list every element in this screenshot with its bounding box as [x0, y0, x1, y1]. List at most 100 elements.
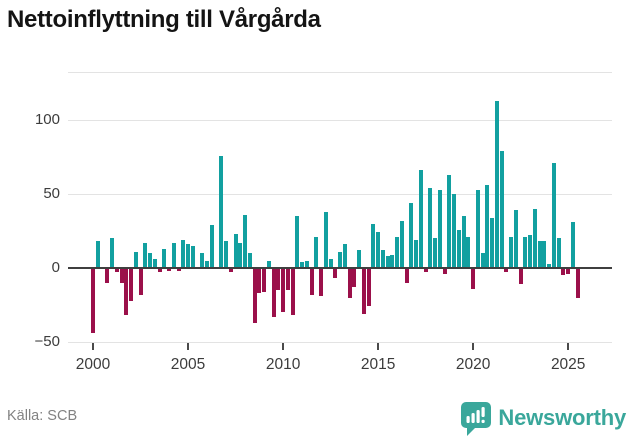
bar-2015Q2[interactable]	[380, 250, 385, 268]
newsworthy-logo-link[interactable]: Newsworthy	[460, 400, 626, 436]
bar-2012Q1[interactable]	[319, 268, 324, 296]
bar-2004Q4[interactable]	[181, 240, 186, 268]
bar-2009Q3[interactable]	[271, 268, 276, 317]
bar-2011Q3[interactable]	[309, 268, 314, 295]
bar-2016Q3[interactable]	[404, 268, 409, 283]
bar-2013Q1[interactable]	[338, 252, 343, 268]
bar-2004Q3[interactable]	[176, 268, 181, 271]
bar-2023Q3[interactable]	[537, 241, 542, 268]
bar-2024Q2[interactable]	[551, 163, 556, 268]
bar-2013Q2[interactable]	[342, 244, 347, 268]
bar-2007Q4[interactable]	[238, 243, 243, 268]
bar-2017Q4[interactable]	[428, 188, 433, 268]
bar-2024Q3[interactable]	[556, 238, 561, 268]
bar-2009Q2[interactable]	[266, 261, 271, 268]
bar-2001Q2[interactable]	[114, 268, 119, 272]
bar-2021Q2[interactable]	[494, 101, 499, 268]
bar-2017Q2[interactable]	[418, 170, 423, 268]
bar-2008Q3[interactable]	[252, 268, 257, 323]
bar-2007Q1[interactable]	[224, 241, 229, 268]
bar-2022Q3[interactable]	[518, 268, 523, 284]
bar-2015Q4[interactable]	[390, 255, 395, 268]
bar-2016Q4[interactable]	[409, 203, 414, 268]
bar-2017Q1[interactable]	[414, 240, 419, 268]
bar-2001Q4[interactable]	[124, 268, 129, 315]
bar-2020Q1[interactable]	[471, 268, 476, 289]
bar-2014Q4[interactable]	[371, 224, 376, 268]
bar-2005Q4[interactable]	[200, 253, 205, 268]
bar-2003Q4[interactable]	[162, 249, 167, 268]
bar-2023Q2[interactable]	[532, 209, 537, 268]
bar-2024Q1[interactable]	[547, 264, 552, 268]
bar-2022Q4[interactable]	[523, 237, 528, 268]
bar-2003Q1[interactable]	[148, 253, 152, 268]
bar-2004Q1[interactable]	[167, 268, 171, 271]
bar-2022Q2[interactable]	[513, 210, 518, 268]
bar-2002Q4[interactable]	[143, 243, 148, 268]
bar-2025Q3[interactable]	[575, 268, 580, 298]
bar-2016Q1[interactable]	[395, 237, 400, 268]
bar-2017Q3[interactable]	[423, 268, 428, 272]
bar-2010Q1[interactable]	[281, 268, 286, 312]
bar-2014Q1[interactable]	[357, 250, 362, 268]
bar-2002Q2[interactable]	[133, 252, 138, 268]
bar-2002Q1[interactable]	[129, 268, 133, 301]
bar-2020Q4[interactable]	[485, 185, 490, 268]
bar-2012Q2[interactable]	[323, 212, 328, 268]
bar-2008Q2[interactable]	[247, 253, 252, 268]
bar-2019Q3[interactable]	[461, 216, 466, 268]
bar-2018Q2[interactable]	[437, 190, 442, 268]
bar-2002Q3[interactable]	[138, 268, 143, 295]
bar-2021Q3[interactable]	[499, 151, 504, 268]
bar-2004Q2[interactable]	[171, 243, 176, 268]
bar-2014Q3[interactable]	[366, 268, 371, 306]
bar-2021Q4[interactable]	[504, 268, 509, 272]
bar-2025Q2[interactable]	[571, 222, 575, 268]
bar-2006Q1[interactable]	[205, 261, 209, 268]
bar-2019Q2[interactable]	[456, 230, 461, 268]
bar-2012Q4[interactable]	[333, 268, 338, 278]
bar-2020Q3[interactable]	[480, 253, 485, 268]
bar-2001Q3[interactable]	[119, 268, 124, 283]
bar-2012Q3[interactable]	[328, 259, 333, 268]
bar-2006Q4[interactable]	[219, 156, 224, 268]
bar-2000Q2[interactable]	[95, 241, 100, 268]
bar-2021Q1[interactable]	[490, 218, 495, 268]
bar-2010Q4[interactable]	[295, 216, 300, 268]
bar-2019Q1[interactable]	[452, 194, 457, 268]
bar-2011Q2[interactable]	[304, 261, 309, 268]
bar-2006Q2[interactable]	[209, 225, 214, 268]
bar-2005Q2[interactable]	[190, 246, 195, 268]
bar-2008Q4[interactable]	[257, 268, 262, 293]
bar-2009Q4[interactable]	[276, 268, 281, 290]
bar-2003Q3[interactable]	[157, 268, 162, 272]
bar-2023Q4[interactable]	[542, 241, 547, 268]
bar-2007Q2[interactable]	[228, 268, 233, 272]
bar-2000Q1[interactable]	[91, 268, 95, 333]
bar-2020Q2[interactable]	[475, 190, 480, 268]
bar-2024Q4[interactable]	[561, 268, 566, 275]
bar-2010Q2[interactable]	[285, 268, 290, 290]
bar-2014Q2[interactable]	[361, 268, 366, 314]
bar-2009Q1[interactable]	[262, 268, 267, 292]
bar-2022Q1[interactable]	[509, 237, 514, 268]
bar-2011Q4[interactable]	[314, 237, 319, 268]
bar-2015Q1[interactable]	[376, 232, 381, 268]
bar-2025Q1[interactable]	[566, 268, 571, 274]
bar-2013Q3[interactable]	[347, 268, 352, 298]
bar-2003Q2[interactable]	[152, 259, 157, 268]
bar-2001Q1[interactable]	[110, 238, 114, 268]
bar-2007Q3[interactable]	[233, 234, 238, 268]
bar-2013Q4[interactable]	[352, 268, 357, 287]
bar-2000Q4[interactable]	[105, 268, 110, 283]
bar-2011Q1[interactable]	[300, 262, 305, 268]
bar-2018Q4[interactable]	[447, 175, 452, 268]
bar-2008Q1[interactable]	[243, 215, 248, 268]
bar-2023Q1[interactable]	[528, 235, 533, 268]
bar-2005Q1[interactable]	[186, 244, 190, 268]
bar-2016Q2[interactable]	[399, 221, 404, 268]
bar-2010Q3[interactable]	[290, 268, 295, 315]
bar-2018Q1[interactable]	[433, 238, 438, 268]
bar-2018Q3[interactable]	[442, 268, 447, 274]
bar-2019Q4[interactable]	[466, 237, 471, 268]
